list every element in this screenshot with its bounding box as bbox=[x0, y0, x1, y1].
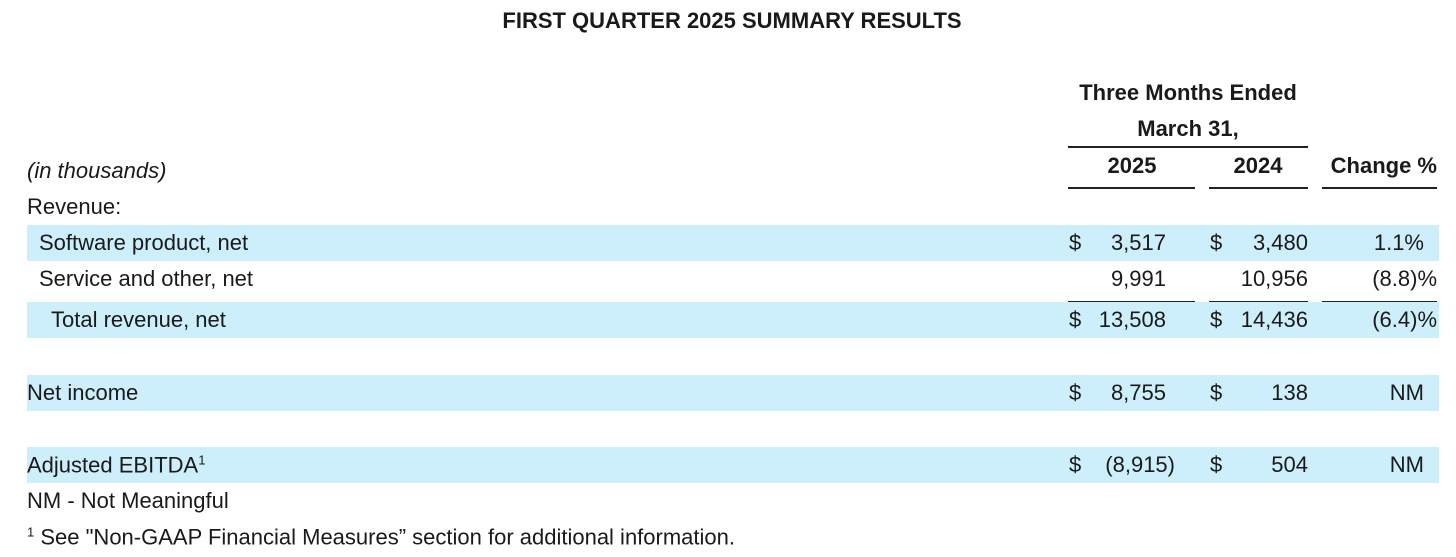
row-shade bbox=[27, 302, 1439, 338]
rule bbox=[1209, 187, 1308, 189]
row-shade bbox=[27, 225, 1439, 261]
value: 138 bbox=[1271, 380, 1308, 405]
row-label: Software product, net bbox=[39, 232, 248, 254]
change: 1.1% bbox=[1373, 230, 1424, 255]
row-label: Service and other, net bbox=[39, 268, 253, 290]
row-label: Revenue: bbox=[27, 196, 121, 218]
currency: $ bbox=[1210, 380, 1223, 405]
row-label: Total revenue, net bbox=[51, 309, 226, 331]
value: 8,755 bbox=[1110, 380, 1166, 405]
group-header: Three Months Ended bbox=[1079, 80, 1297, 105]
row-label-text: Adjusted EBITDA bbox=[27, 452, 199, 478]
currency: $ bbox=[1069, 307, 1082, 332]
unit-label: (in thousands) bbox=[27, 158, 167, 183]
footnote-marker: 1 bbox=[198, 452, 206, 468]
currency: $ bbox=[1210, 307, 1223, 332]
row-shade bbox=[27, 447, 1439, 483]
column-header: 2025 bbox=[1107, 153, 1157, 178]
currency: $ bbox=[1210, 452, 1223, 477]
value: 10,956 bbox=[1240, 266, 1308, 291]
currency: $ bbox=[1069, 380, 1082, 405]
value: 3,480 bbox=[1252, 230, 1308, 255]
column-header: 2024 bbox=[1233, 153, 1283, 178]
rule bbox=[1322, 301, 1437, 303]
value: (8,915) bbox=[1105, 452, 1175, 477]
currency: $ bbox=[1069, 452, 1082, 477]
note-text: NM - Not Meaningful bbox=[27, 488, 229, 513]
column-header: Change % bbox=[1330, 153, 1437, 178]
group-header: March 31, bbox=[1137, 116, 1239, 141]
note: NM - Not Meaningful bbox=[27, 490, 229, 512]
rule bbox=[1068, 146, 1308, 148]
currency: $ bbox=[1210, 230, 1223, 255]
row-label-text: Software product, net bbox=[39, 230, 249, 255]
change: (6.4)% bbox=[1372, 307, 1437, 332]
value: 14,436 bbox=[1240, 307, 1308, 332]
row-label-text: Total revenue, net bbox=[51, 307, 226, 332]
value: 9,991 bbox=[1110, 266, 1166, 291]
currency: $ bbox=[1069, 230, 1082, 255]
value: 13,508 bbox=[1098, 307, 1166, 332]
rule bbox=[1209, 301, 1308, 303]
footnote-marker: 1 bbox=[27, 524, 35, 540]
note: 1 See "Non-GAAP Financial Measures” sect… bbox=[27, 526, 735, 549]
value: 3,517 bbox=[1110, 230, 1166, 255]
rule bbox=[1068, 301, 1195, 303]
title: FIRST QUARTER 2025 SUMMARY RESULTS bbox=[502, 8, 962, 33]
rule bbox=[1322, 187, 1437, 189]
note-text: See "Non-GAAP Financial Measures” sectio… bbox=[40, 524, 735, 550]
change: NM bbox=[1389, 452, 1424, 477]
row-shade bbox=[27, 375, 1439, 411]
row-label-text: Revenue: bbox=[27, 194, 122, 219]
row-label: Adjusted EBITDA1 bbox=[27, 454, 205, 477]
rule bbox=[1068, 187, 1195, 189]
row-label: Net income bbox=[27, 382, 138, 404]
row-label-text: Net income bbox=[27, 380, 139, 405]
value: 504 bbox=[1271, 452, 1308, 477]
row-label-text: Service and other, net bbox=[39, 266, 254, 291]
change: (8.8)% bbox=[1372, 266, 1437, 291]
change: NM bbox=[1389, 380, 1424, 405]
